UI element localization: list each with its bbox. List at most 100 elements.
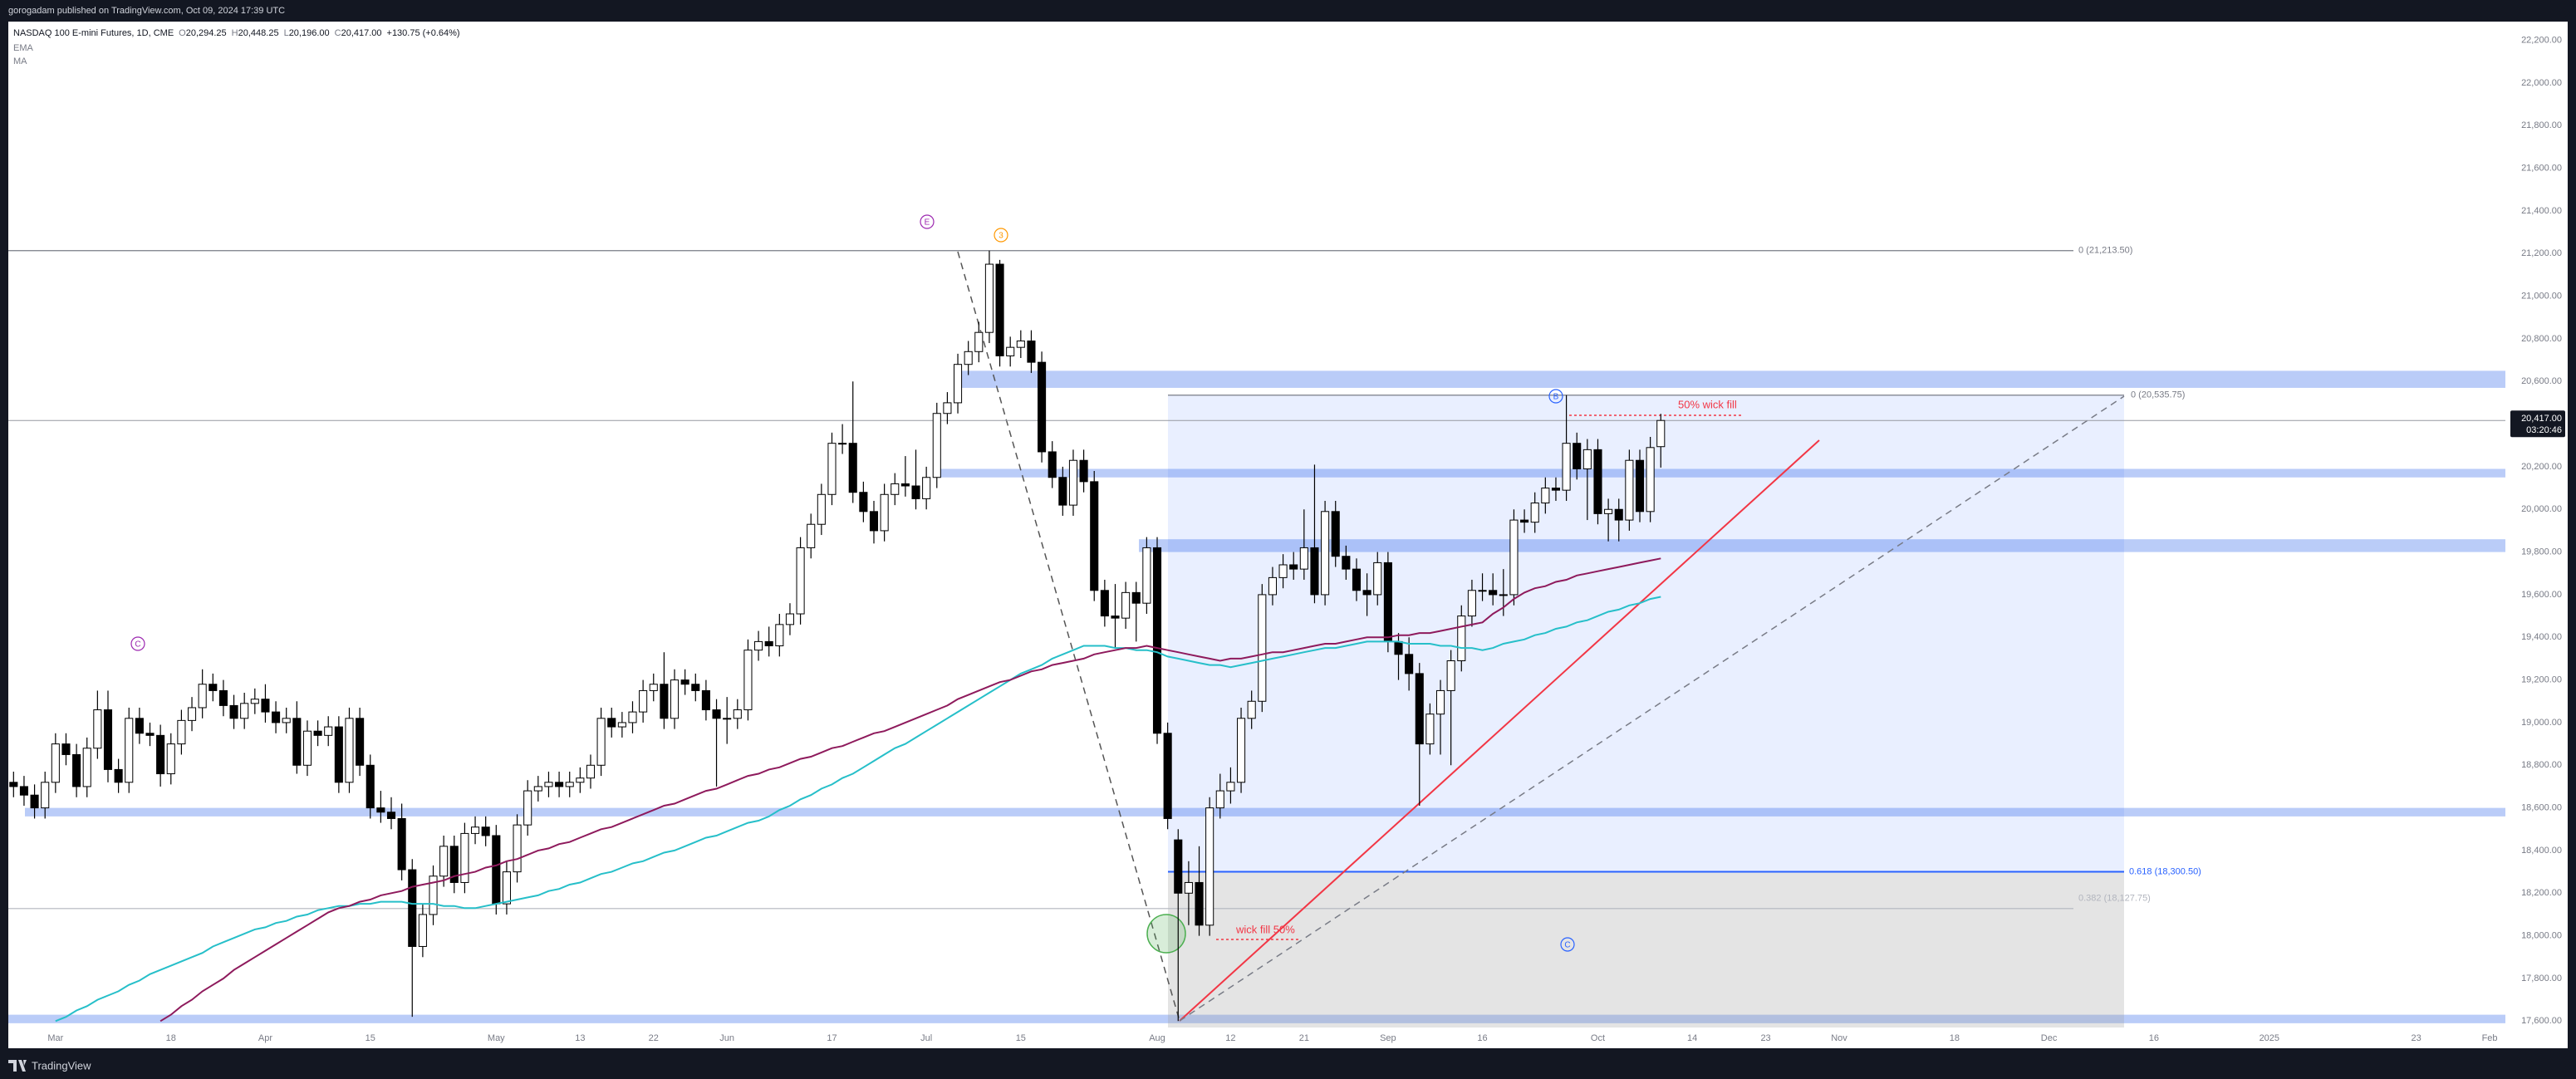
zone: [25, 807, 2505, 817]
candle-body: [72, 753, 81, 787]
y-tick-label: 17,600.00: [2521, 1016, 2562, 1026]
candle-body: [764, 640, 773, 647]
x-tick-label: Jun: [719, 1033, 734, 1043]
zone: [958, 370, 2505, 388]
candle-body: [1530, 503, 1539, 523]
candle-body: [1509, 519, 1519, 596]
candle-body: [261, 699, 270, 713]
candle-body: [1646, 447, 1655, 513]
candle-body: [209, 684, 218, 691]
candle-body: [1163, 733, 1172, 819]
candle-body: [1247, 700, 1256, 719]
candle-body: [660, 684, 669, 719]
indicator-line: [55, 596, 1661, 1023]
candle-body: [859, 492, 868, 513]
candle-body: [1038, 361, 1047, 453]
indicator-line: [159, 557, 1661, 1023]
y-tick-label: 19,400.00: [2521, 632, 2562, 642]
candle-body: [1289, 564, 1298, 570]
candle-body: [1415, 673, 1424, 745]
y-tick-label: 21,400.00: [2521, 206, 2562, 216]
candle-body: [984, 263, 994, 333]
candle-body: [995, 263, 1004, 356]
candle-body: [1278, 564, 1288, 578]
candle-body: [1446, 660, 1455, 691]
candle-body: [617, 722, 626, 728]
candle-body: [1131, 591, 1141, 604]
y-tick-label: 22,200.00: [2521, 35, 2562, 45]
x-tick-label: Mar: [47, 1033, 63, 1043]
candle-body: [103, 709, 113, 770]
candle-body: [1383, 562, 1392, 642]
candle-body: [1425, 714, 1435, 745]
candle-body: [523, 790, 532, 826]
candle-body: [565, 782, 574, 787]
candle-body: [492, 835, 501, 905]
x-tick-label: Jul: [920, 1033, 932, 1043]
candle-body: [1068, 459, 1078, 506]
candle-body: [470, 826, 480, 834]
annotation: wick fill 50%: [1235, 923, 1295, 935]
fib-box-lower: [1168, 871, 2124, 1028]
footer-logo: TradingView: [8, 1059, 91, 1072]
ohlc-value: 20,417.00: [341, 28, 382, 38]
candle-body: [754, 640, 763, 651]
candle-body: [51, 743, 60, 783]
candle-body: [670, 679, 680, 719]
candle-body: [1006, 346, 1015, 356]
candle-body: [1258, 594, 1267, 702]
x-tick-label: 16: [2149, 1033, 2159, 1043]
x-tick-label: Aug: [1149, 1033, 1165, 1043]
y-tick-label: 21,200.00: [2521, 248, 2562, 258]
candle-body: [1016, 340, 1025, 348]
candle-body: [1593, 449, 1602, 514]
candle-body: [848, 443, 857, 493]
change: +130.75 (+0.64%): [387, 28, 460, 38]
wave-label: 3: [999, 232, 1003, 241]
y-tick-label: 21,000.00: [2521, 291, 2562, 301]
candle-body: [1079, 459, 1088, 483]
zone: [1139, 539, 2505, 552]
candle-body: [712, 709, 721, 719]
candle-body: [596, 718, 606, 766]
candle-body: [187, 707, 197, 721]
ohlc-value: 20,196.00: [289, 28, 330, 38]
marks: [9, 250, 1666, 1023]
y-tick-label: 20,600.00: [2521, 376, 2562, 386]
candle-body: [1184, 881, 1193, 894]
candle-body: [1058, 477, 1067, 506]
fib-label: 0 (21,213.50): [2078, 246, 2132, 256]
trend-dashed: [1179, 395, 2125, 1022]
candle-body: [1373, 562, 1382, 596]
countdown: 03:20:46: [2526, 425, 2562, 435]
candle-body: [114, 768, 123, 783]
x-tick-label: 23: [1760, 1033, 1770, 1043]
candle-body: [135, 718, 144, 734]
candle-body: [156, 734, 165, 775]
x-tick-label: 2025: [2260, 1033, 2279, 1043]
x-tick-label: 22: [649, 1033, 659, 1043]
candle-body: [345, 718, 354, 783]
candle-body: [198, 684, 207, 709]
candle-body: [1321, 511, 1330, 596]
candle-body: [250, 699, 259, 704]
candle-body: [628, 711, 637, 723]
wave-circle: [920, 214, 935, 229]
candle-body: [817, 493, 826, 525]
candle-body: [1489, 590, 1498, 596]
candle-body: [240, 703, 249, 719]
wave-label: C: [1564, 941, 1570, 950]
candle-body: [1520, 519, 1529, 523]
fib-label: 0.382 (18,127.75): [2078, 894, 2151, 904]
candle-body: [827, 443, 837, 495]
candle-body: [324, 726, 333, 736]
candle-body: [1111, 616, 1120, 619]
candle-body: [460, 832, 469, 883]
candle-body: [1394, 640, 1403, 655]
y-tick-label: 19,800.00: [2521, 547, 2562, 557]
candle-body: [1562, 443, 1571, 491]
candle-body: [796, 547, 805, 615]
candle-body: [743, 650, 753, 711]
candle-body: [30, 794, 39, 809]
